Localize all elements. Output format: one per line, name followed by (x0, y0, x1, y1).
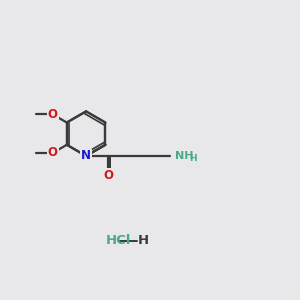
Text: O: O (48, 146, 58, 160)
Text: O: O (48, 108, 58, 121)
Text: N: N (81, 149, 91, 162)
Text: O: O (103, 169, 113, 182)
Text: H: H (190, 154, 197, 164)
Text: H: H (138, 234, 149, 247)
Text: HCl: HCl (106, 234, 131, 247)
Text: NH: NH (175, 151, 194, 161)
